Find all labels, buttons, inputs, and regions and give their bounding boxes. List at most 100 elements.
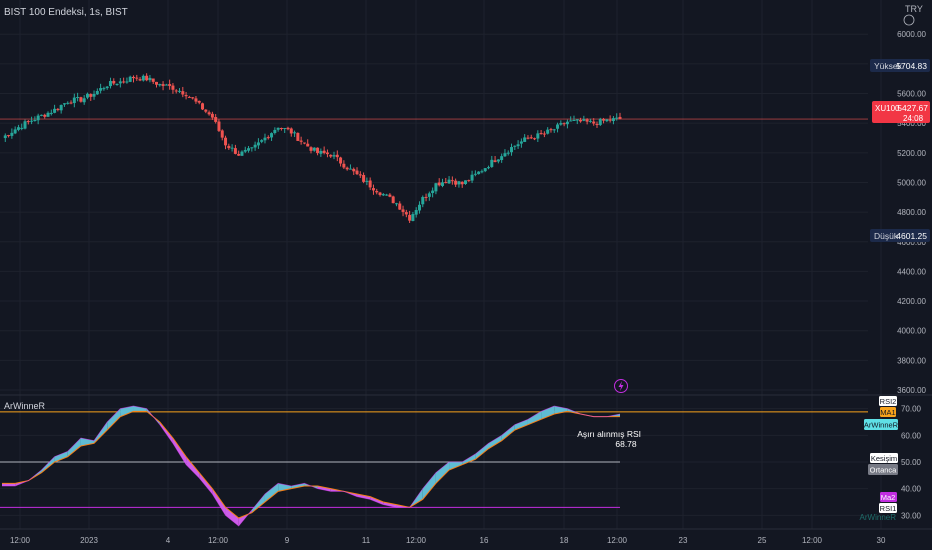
price-tick-label: 6000.00 (897, 30, 926, 39)
time-tick-label: 9 (285, 536, 290, 545)
rsi-level-lines (0, 411, 868, 508)
candle-body (184, 95, 188, 97)
candle-body (283, 128, 287, 130)
lightning-icon[interactable] (614, 379, 628, 393)
candle-body (533, 138, 537, 140)
time-tick-label: 12:00 (10, 536, 31, 545)
candle-body (260, 140, 264, 142)
candle-body (141, 75, 145, 81)
candle-body (332, 155, 336, 157)
rsi-band-segment (449, 462, 463, 470)
candle-body (230, 147, 234, 149)
rsi-band-segment (107, 408, 121, 430)
candle-body (582, 119, 586, 121)
overbought-label: Aşırı alınmış RSI (577, 429, 641, 439)
last-price-value: 5427.67 (897, 103, 928, 113)
candle-body (43, 114, 47, 117)
candle-body (217, 121, 221, 131)
rsi-band-segment (120, 406, 134, 417)
candle-body (131, 76, 135, 79)
candle-body (437, 182, 441, 186)
candle-body (411, 214, 415, 222)
candle-body (125, 81, 129, 83)
candle-body (164, 84, 168, 86)
rsi-band-segment (54, 451, 68, 462)
time-tick-label: 18 (560, 536, 569, 545)
candle-body (20, 127, 24, 129)
candle-body (355, 170, 359, 175)
candle-body (33, 120, 37, 122)
time-axis[interactable]: 12:00 2023 4 12:00 9 11 12:00 16 18 12:00 23 25 12:0… (10, 536, 886, 545)
indicator-title[interactable]: ArWinneR (4, 401, 46, 411)
price-axis[interactable]: 6000.005800.005600.005400.005200.005000.… (897, 30, 926, 395)
symbol-title[interactable]: BIST 100 Endeksi, 1s, BIST (4, 7, 128, 18)
candle-body (611, 118, 615, 122)
price-tick-label: 4000.00 (897, 327, 926, 336)
candle-body (440, 182, 444, 186)
candle-body (191, 97, 195, 99)
candle-body (201, 103, 205, 110)
rsi-band-segment (2, 483, 16, 486)
candle-body (496, 159, 500, 162)
candle-body (220, 130, 224, 138)
legend-rsi2-label: RSI2 (880, 397, 897, 406)
price-scale-menu-icon[interactable] (903, 14, 915, 26)
candle-body (342, 163, 346, 168)
candle-body (62, 103, 66, 105)
candle-body (385, 194, 389, 196)
candle-body (115, 83, 119, 85)
candle-body (26, 121, 30, 123)
candle-body (579, 119, 583, 122)
candle-body (592, 121, 596, 124)
time-tick-label: 23 (679, 536, 688, 545)
candle-body (158, 84, 162, 86)
candle-body (480, 171, 484, 173)
candle-body (253, 144, 257, 148)
price-tick-label: 4800.00 (897, 208, 926, 217)
candle-body (569, 120, 573, 122)
candle-body (95, 91, 99, 95)
legend-kesisim: Kesişim (870, 453, 898, 463)
candle-body (427, 193, 431, 197)
candles-layer[interactable] (3, 73, 622, 223)
candle-body (434, 183, 438, 192)
candle-body (316, 147, 320, 154)
candle-body (49, 112, 53, 114)
indicator-axis[interactable]: 70.00 60.00 50.00 40.00 30.00 (901, 405, 922, 521)
candle-body (13, 129, 17, 134)
candle-body (325, 152, 329, 155)
candle-body (523, 137, 527, 142)
candle-body (227, 145, 231, 149)
rsi-band-segment (225, 507, 239, 526)
candle-body (329, 154, 333, 157)
legend-arwinner-label: ArWinneR (864, 421, 899, 430)
high-badge: Yüksek 5704.83 (870, 59, 930, 72)
rsi-band-segment (541, 406, 555, 420)
rsi-band-segment (67, 438, 81, 457)
candle-body (552, 129, 556, 131)
candle-body (444, 182, 448, 184)
candle-body (237, 153, 241, 156)
rsi-band-segment (475, 443, 489, 460)
candle-body (194, 98, 198, 102)
candle-body (3, 135, 7, 139)
candle-body (506, 152, 510, 154)
candle-body (263, 137, 267, 141)
candle-body (572, 119, 576, 121)
price-tick-label: 4600.00 (897, 238, 926, 247)
candle-body (138, 79, 142, 81)
candle-body (122, 81, 126, 83)
candle-body (76, 97, 80, 99)
rsi-band-segment (264, 483, 279, 502)
candle-body (204, 109, 208, 112)
candle-body (345, 167, 349, 170)
candle-body (447, 179, 451, 184)
candle-body (112, 80, 116, 84)
candle-body (404, 212, 408, 215)
candle-body (585, 119, 589, 122)
candle-body (207, 112, 211, 115)
candle-body (240, 151, 244, 156)
overbought-value: 68.78 (615, 439, 637, 449)
high-value: 5704.83 (896, 61, 927, 71)
